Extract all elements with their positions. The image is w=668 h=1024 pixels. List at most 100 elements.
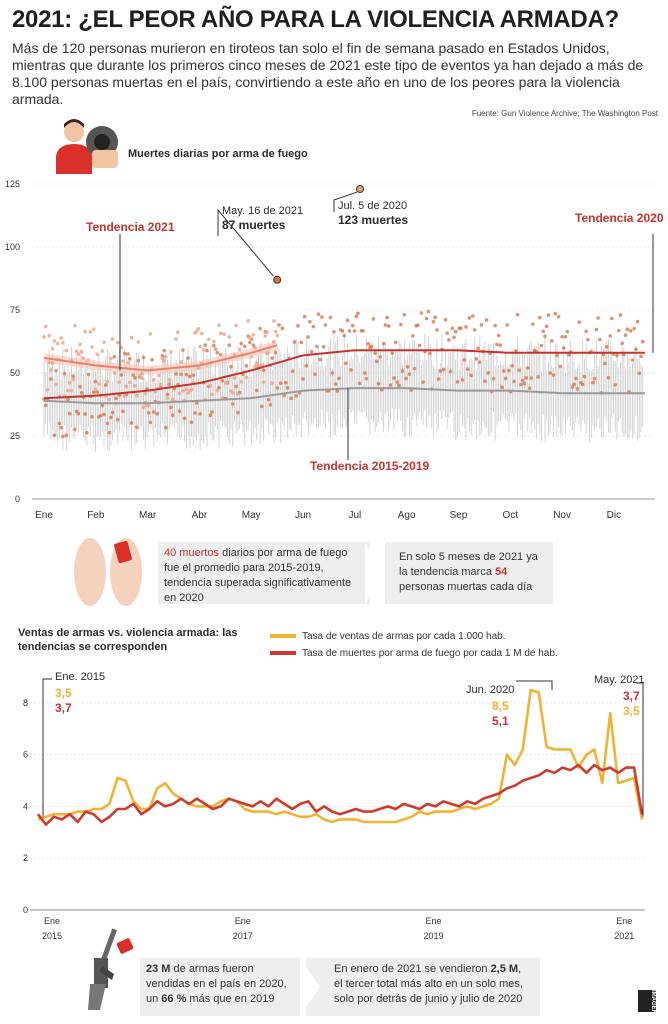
chart1-dot-2020 [570, 385, 575, 389]
chart1-dot-2021 [102, 340, 106, 345]
chart1-dot-2020 [472, 328, 477, 332]
chart1-dot-2020 [95, 390, 99, 394]
jan2021-text-a: En enero de 2021 se vendieron [334, 963, 491, 975]
chart1-dot-2021 [124, 384, 129, 389]
chart1-dot-2020 [122, 351, 127, 356]
chart1-dot-2020 [227, 343, 232, 347]
chart1-dot-2020 [337, 376, 341, 381]
chart1-dot-2020 [330, 371, 335, 375]
chart1-dot-2020 [146, 410, 151, 415]
chart1-dot-2021 [97, 382, 101, 386]
chart1-dot-2020 [107, 430, 111, 435]
chart1-dot-2020 [366, 341, 371, 346]
chart1-dot-2020 [320, 315, 324, 319]
chart1-dot-2021 [239, 380, 244, 384]
chart1-dot-2021 [148, 332, 153, 336]
daily-deaths-chart: 0 25 50 75 100 125 Ene Feb Mar Abr May Jun Jul Ago Se… [5, 179, 655, 521]
chart1-dot-2020 [381, 341, 386, 346]
chart1-dot-2020 [248, 340, 252, 345]
chart1-dot-2021 [110, 337, 115, 341]
chart1-dot-2020 [477, 360, 482, 364]
chart1-dot-2020 [59, 425, 63, 430]
chart1-y-tick-label: 0 [15, 494, 20, 504]
chart1-dot-2020 [90, 414, 94, 419]
legend-deaths-swatch [270, 651, 296, 656]
chart1-dot-2021 [79, 349, 84, 354]
chart1-dot-2020 [594, 327, 599, 332]
chart1-x-tick-label: Mar [139, 510, 157, 521]
chart1-dot-2020 [131, 373, 136, 377]
chart1-dot-2020 [426, 309, 431, 314]
info-2021-text-a: En solo 5 meses de 2021 ya la tendencia … [399, 551, 538, 578]
chart1-dot-2020 [375, 359, 379, 364]
chart1-dot-2021 [133, 384, 137, 388]
sales-2020-percent: 66 % [161, 993, 187, 1005]
chart1-dot-2020 [278, 381, 283, 386]
chart1-dot-2020 [498, 343, 503, 347]
sales-2020-value: 23 M [146, 963, 171, 975]
chart2-y-tick-label: 8 [23, 698, 28, 708]
chart1-dot-2020 [57, 421, 62, 426]
chart1-dot-2020 [452, 335, 456, 340]
chart1-dot-2020 [531, 322, 535, 326]
chart1-dot-2020 [179, 372, 184, 376]
info-panel-average: 40 muertos diarios por arma de fuego fue… [158, 542, 370, 604]
chart1-dot-2021 [105, 379, 110, 384]
chart1-dot-2020 [275, 386, 280, 390]
chart1-dot-2020 [215, 350, 220, 355]
chart1-dot-2020 [309, 349, 314, 354]
chart1-dot-2020 [471, 314, 475, 318]
chart1-dot-2021 [184, 387, 189, 392]
chart1-dot-2020 [333, 382, 338, 386]
ann-jan2015-sales: 3,5 [55, 686, 72, 700]
chart1-dot-2020 [177, 409, 182, 414]
ann-jun2020-leader [516, 680, 553, 690]
chart1-dot-2020 [436, 377, 441, 381]
chart1-dot-2020 [407, 372, 412, 376]
chart1-dot-2020 [608, 334, 612, 338]
chart1-dot-2021 [213, 347, 218, 351]
chart1-dot-2020 [464, 325, 468, 329]
chart1-dot-2020 [376, 382, 381, 386]
chart1-dot-2020 [182, 416, 187, 421]
chart1-dot-2020 [515, 312, 520, 317]
chart1-dot-2020 [586, 337, 590, 342]
chart1-dot-2020 [592, 376, 597, 381]
chart1-dot-2020 [560, 334, 564, 339]
chart1-dot-2020 [109, 415, 113, 420]
chart1-dot-2020 [151, 410, 156, 414]
ann-jan2015-leader [42, 678, 52, 817]
legend-deaths: Tasa de muertes por arma de fuego por ca… [270, 648, 558, 659]
chart1-dot-2021 [217, 323, 221, 327]
chart1-dot-2020 [316, 312, 321, 317]
chart1-dot-2020 [628, 329, 633, 333]
chart1-dot-2020 [496, 333, 501, 338]
may16-leader [217, 208, 274, 277]
chart1-dot-2021 [126, 361, 130, 365]
chart1-dot-2020 [455, 380, 460, 384]
chart1-dot-2020 [639, 354, 643, 359]
chart1-dot-2020 [369, 344, 374, 349]
chart1-dot-2021 [49, 368, 53, 372]
chart1-dot-2020 [450, 326, 455, 331]
chart1-dot-2020 [193, 411, 197, 415]
chart1-dot-2020 [544, 324, 549, 329]
chart2-annotations [42, 678, 644, 817]
chart1-dot-2020 [387, 324, 391, 328]
average-value: 40 muertos [164, 547, 220, 559]
ann-jun2020-deaths: 5,1 [492, 714, 509, 728]
chart1-dot-2020 [512, 379, 516, 384]
chart1-dot-2020 [610, 316, 614, 321]
chart1-dot-2020 [551, 373, 556, 377]
chart1-dot-2021 [270, 381, 274, 385]
chart1-dot-2020 [493, 323, 497, 328]
chart1-dot-2020 [525, 366, 530, 370]
chart1-dot-2020 [383, 323, 388, 327]
chart1-dot-2020 [582, 374, 587, 379]
chart1-dot-2020 [242, 344, 247, 349]
chart1-dot-2021 [200, 331, 204, 336]
chart1-dot-2020 [431, 319, 436, 324]
chart1-dot-2021 [208, 384, 213, 388]
trend-2021-band [43, 340, 279, 375]
chart1-dot-2020 [258, 326, 262, 331]
